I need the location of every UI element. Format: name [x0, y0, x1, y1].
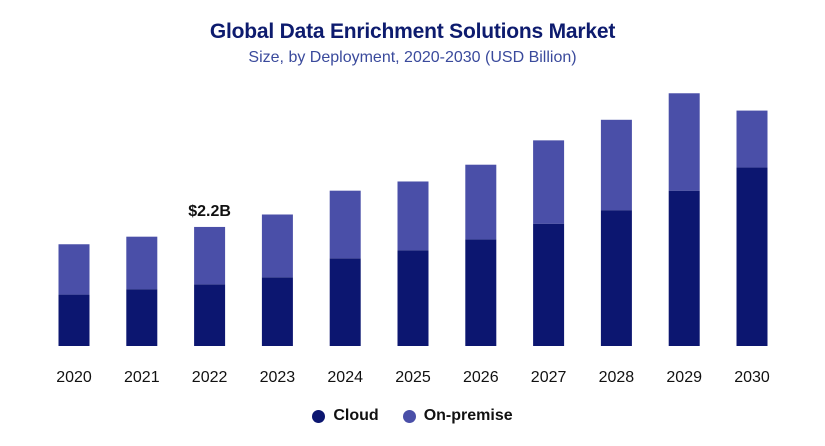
bar-on-premise-2021 [126, 236, 158, 290]
bar-cloud-2030 [736, 167, 768, 346]
bar-cloud-2026 [465, 239, 497, 346]
bar-on-premise-2023 [261, 214, 293, 278]
bar-on-premise-2024 [329, 190, 361, 259]
x-tick-label-2023: 2023 [260, 369, 296, 386]
x-tick-label-2029: 2029 [666, 369, 702, 386]
legend-item-on-premise: On-premise [402, 407, 513, 425]
x-tick-label-2026: 2026 [463, 369, 499, 386]
bar-cloud-2021 [126, 289, 158, 346]
bar-cloud-2028 [600, 210, 632, 346]
bar-cloud-2020 [58, 294, 90, 346]
bar-cloud-2022 [194, 284, 226, 346]
bar-on-premise-2028 [600, 119, 632, 211]
x-tick-label-2021: 2021 [124, 369, 160, 386]
bar-on-premise-2027 [533, 140, 565, 224]
legend-swatch-on-premise [402, 409, 416, 423]
bar-on-premise-2029 [668, 93, 700, 191]
chart-subtitle: Size, by Deployment, 2020-2030 (USD Bill… [248, 49, 577, 66]
x-tick-label-2025: 2025 [395, 369, 431, 386]
data-label-2022: $2.2B [188, 203, 231, 220]
bar-cloud-2025 [397, 250, 429, 346]
bar-on-premise-2020 [58, 244, 90, 295]
x-tick-label-2030: 2030 [734, 369, 770, 386]
bar-cloud-2027 [533, 223, 565, 346]
x-tick-label-2020: 2020 [56, 369, 92, 386]
legend-label-on-premise: On-premise [423, 407, 513, 424]
legend-swatch-cloud [312, 409, 326, 423]
bar-on-premise-2025 [397, 181, 429, 251]
chart-legend: Cloud On-premise [0, 407, 825, 425]
chart-title: Global Data Enrichment Solutions Market [209, 20, 616, 43]
bar-chart: 2020 2021 2022 2023 2024 2025 2026 2027 2028 2029… [56, 93, 770, 386]
legend-label-cloud: Cloud [333, 407, 379, 424]
x-tick-label-2028: 2028 [599, 369, 635, 386]
legend-item-cloud: Cloud [312, 407, 379, 425]
x-tick-label-2022: 2022 [192, 369, 228, 386]
bar-on-premise-2022 [194, 226, 226, 285]
x-tick-label-2024: 2024 [327, 369, 363, 386]
bar-cloud-2024 [329, 258, 361, 346]
bar-cloud-2029 [668, 190, 700, 346]
x-tick-label-2027: 2027 [531, 369, 567, 386]
bar-cloud-2023 [261, 277, 293, 346]
bar-on-premise-2026 [465, 164, 497, 240]
bar-on-premise-2030 [736, 110, 768, 168]
